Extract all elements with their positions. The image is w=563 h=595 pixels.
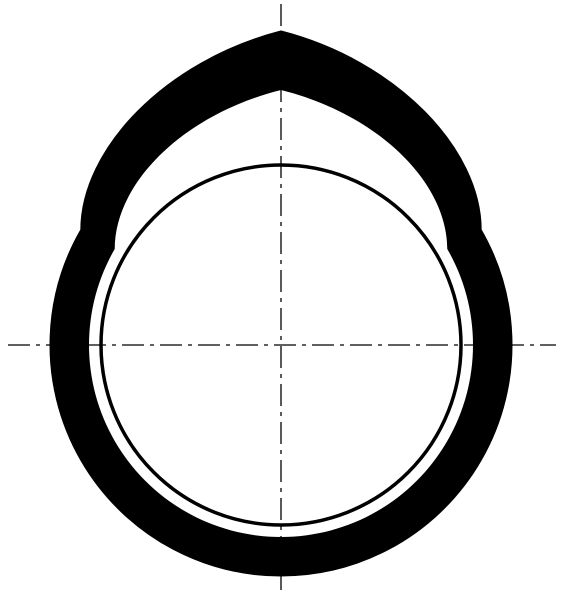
shell-wall-fill bbox=[51, 32, 511, 575]
diagram-svg bbox=[0, 0, 563, 595]
cross-section-diagram bbox=[0, 0, 563, 595]
